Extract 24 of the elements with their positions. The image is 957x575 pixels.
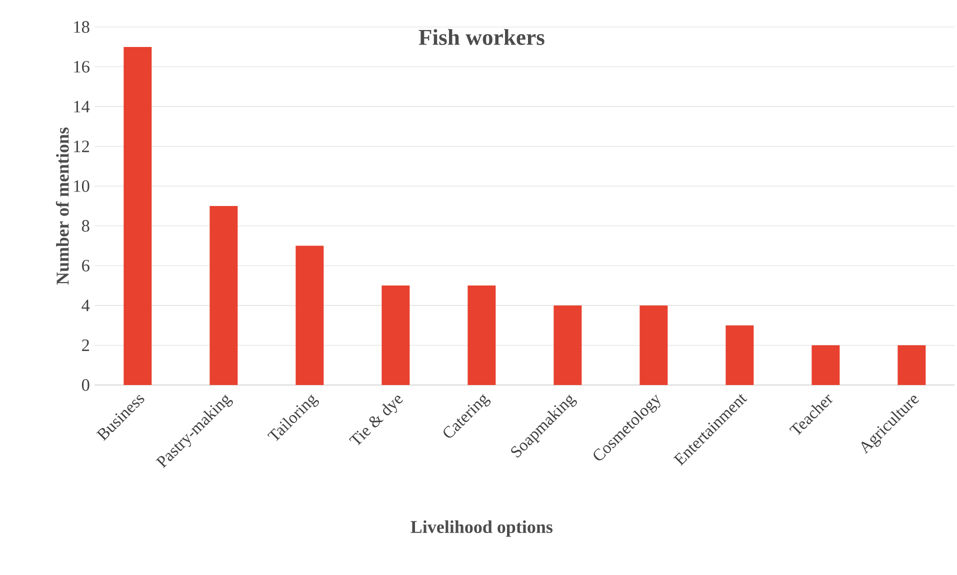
bar [898,345,926,385]
y-tick-label: 12 [74,140,90,152]
bar [640,305,668,385]
bar [382,286,410,385]
y-tick-label: 2 [82,339,90,351]
y-axis-title: Number of mentions [56,127,69,285]
y-tick-label: 14 [74,100,90,112]
bar [124,46,152,385]
y-tick-label: 16 [74,60,90,73]
x-tick-label: Tie & dye [348,396,403,446]
chart-title: Fish workers [418,29,544,46]
bar [554,305,582,385]
y-tick-label: 4 [82,300,90,312]
y-tick-label: 6 [82,260,90,272]
y-tick-label: 10 [74,180,90,192]
bar [468,286,496,385]
bar [812,345,840,385]
y-tick-label: 0 [82,379,90,391]
y-tick-label: 8 [82,220,90,232]
x-axis-title: Livelihood options [410,520,552,537]
bar [726,325,754,385]
bar [296,246,324,385]
y-tick-label: 18 [74,21,90,33]
bar [210,206,238,385]
